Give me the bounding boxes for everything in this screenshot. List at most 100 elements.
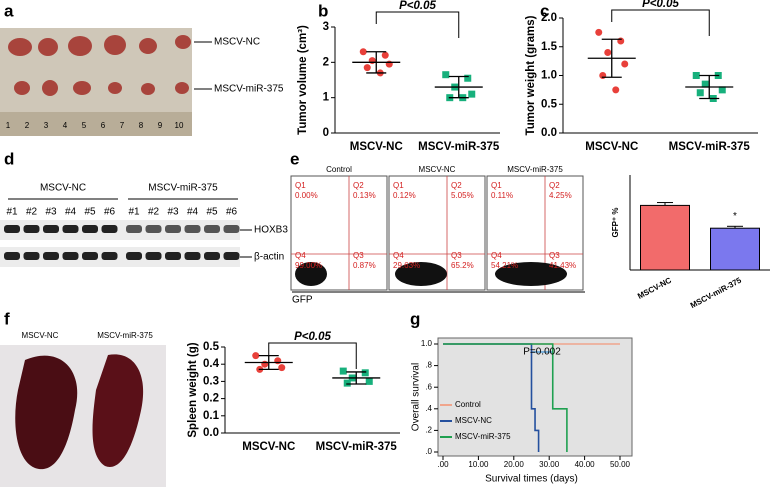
legend-label: Control xyxy=(455,400,481,409)
legend-label: MSCV-NC xyxy=(455,416,492,425)
y-tick-label: 0.2 xyxy=(203,393,219,405)
quadrant-value: 5.05% xyxy=(451,191,474,200)
data-point xyxy=(385,60,393,68)
band xyxy=(82,252,98,260)
data-point xyxy=(274,357,282,365)
quadrant-name: Q2 xyxy=(353,181,364,190)
y-tick-label: 0.3 xyxy=(203,375,219,387)
band xyxy=(4,252,20,260)
data-point xyxy=(365,377,373,385)
lane-label: #4 xyxy=(187,207,199,218)
lane-label: #1 xyxy=(128,207,140,218)
group-label: MSCV-NC xyxy=(40,183,86,194)
data-point xyxy=(339,367,347,375)
data-point xyxy=(595,28,603,36)
significance-bracket xyxy=(611,9,710,36)
data-point xyxy=(692,72,700,79)
panel-letter: d xyxy=(4,149,14,168)
data-point xyxy=(468,90,476,98)
quadrant-value: 0.87% xyxy=(353,261,376,270)
x-tick-label: 10.00 xyxy=(468,460,489,469)
data-point xyxy=(359,48,367,56)
x-tick-label: MSCV-miR-375 xyxy=(418,141,500,153)
band xyxy=(43,252,59,260)
x-tick-label: MSCV-miR-375 xyxy=(316,441,398,453)
x-tick-label: 30.00 xyxy=(539,460,560,469)
data-point xyxy=(464,74,472,82)
plot-background xyxy=(437,337,633,457)
y-axis-title: Tumor weight (grams) xyxy=(525,15,537,135)
group-label: MSCV-miR-375 xyxy=(148,183,218,194)
quadrant-value: 0.00% xyxy=(295,191,318,200)
y-tick-label: 0.0 xyxy=(541,127,557,139)
photo-label: MSCV-NC xyxy=(22,331,59,340)
lane-label: #2 xyxy=(148,207,160,218)
band xyxy=(126,225,142,233)
band xyxy=(204,252,220,260)
x-tick-label: MSCV-miR-375 xyxy=(669,141,751,153)
y-tick-label: 0.4 xyxy=(203,358,220,370)
event-cloud xyxy=(295,262,327,286)
quadrant-value: 54.21% xyxy=(491,261,518,270)
quadrant-name: Q1 xyxy=(491,181,502,190)
panel-letter: c xyxy=(540,1,549,20)
y-tick-label: 2 xyxy=(323,56,329,68)
y-tick-label: 0.0 xyxy=(203,427,219,439)
data-point xyxy=(363,64,371,72)
band-label: β-actin xyxy=(254,252,284,263)
tumor xyxy=(141,83,155,95)
band xyxy=(184,225,201,233)
y-tick-label: 0.1 xyxy=(203,410,220,422)
blot-strip xyxy=(0,220,240,240)
data-point xyxy=(621,60,629,68)
band xyxy=(62,252,79,260)
x-tick-label: MSCV-NC xyxy=(585,141,638,153)
band xyxy=(62,225,79,233)
photo-label: MSCV-NC xyxy=(214,37,260,48)
data-point xyxy=(361,369,369,377)
quadrant-name: Q4 xyxy=(295,251,306,260)
ruler-number: 2 xyxy=(25,121,30,130)
spleen xyxy=(92,354,144,467)
quadrant-name: Q1 xyxy=(295,181,306,190)
y-axis-title: Spleen weight (g) xyxy=(187,342,199,437)
data-point xyxy=(617,37,625,45)
y-tick-label: 0.5 xyxy=(541,98,558,110)
quadrant-value: 0.11% xyxy=(491,191,513,200)
data-point xyxy=(696,89,704,97)
panel-letter: a xyxy=(4,1,14,20)
blot-strip xyxy=(0,247,240,267)
panel-letter: f xyxy=(4,309,10,328)
tumor xyxy=(104,35,126,55)
data-point xyxy=(381,51,389,59)
data-point xyxy=(252,352,260,360)
ruler xyxy=(0,112,192,136)
y-tick-label: 2.0 xyxy=(541,12,557,24)
y-axis-title: Overall survival xyxy=(411,363,422,431)
band xyxy=(101,252,118,260)
significance-label: P<0.05 xyxy=(642,0,679,10)
ruler-number: 3 xyxy=(44,121,49,130)
quadrant-value: 99.00% xyxy=(295,261,322,270)
tumor xyxy=(38,38,58,56)
tumor xyxy=(14,81,30,95)
data-point xyxy=(718,86,726,94)
y-tick-label: .4 xyxy=(425,404,432,413)
lane-label: #3 xyxy=(167,207,179,218)
band xyxy=(126,252,142,260)
y-tick-label: 3 xyxy=(323,21,329,33)
x-tick-label: MSCV-NC xyxy=(636,276,673,301)
lane-label: #6 xyxy=(226,207,238,218)
y-tick-label: .0 xyxy=(425,447,432,456)
flow-title: MSCV-miR-375 xyxy=(507,165,563,174)
quadrant-value: 4.25% xyxy=(549,191,572,200)
quadrant-value: 0.13% xyxy=(353,191,376,200)
lane-label: #2 xyxy=(26,207,38,218)
band xyxy=(82,225,98,233)
band xyxy=(4,225,20,233)
tumor xyxy=(175,35,191,49)
tumor xyxy=(108,82,122,94)
x-tick-label: .00 xyxy=(437,460,449,469)
band xyxy=(101,225,118,233)
y-tick-label: 1.0 xyxy=(541,70,557,82)
